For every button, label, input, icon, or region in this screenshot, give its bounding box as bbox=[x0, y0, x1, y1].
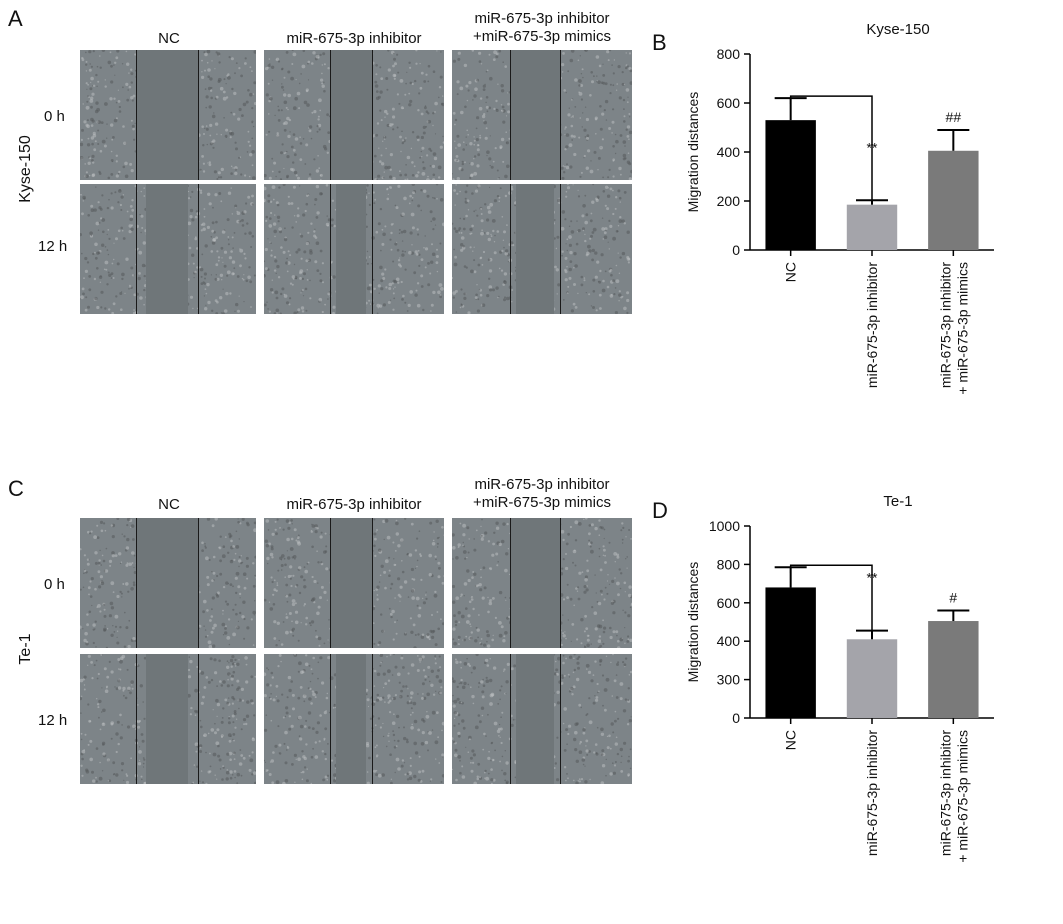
bar-d-0 bbox=[765, 587, 816, 718]
comparison-bracket-b bbox=[789, 95, 873, 201]
micrograph-c-row2-col3 bbox=[452, 654, 632, 784]
y-tick-label-d-1: 300 bbox=[717, 672, 741, 688]
panel-letter-a: A bbox=[8, 6, 23, 31]
bar-chart-kyse-150: Kyse-150 0 200 400 600 800 Migration distances… bbox=[685, 21, 994, 395]
chart-title-b: Kyse-150 bbox=[866, 21, 929, 38]
y-tick-label-d-4: 800 bbox=[717, 556, 741, 572]
bar-b-2 bbox=[928, 150, 979, 250]
col-label-nc-a: NC bbox=[158, 30, 180, 47]
micrograph-a-row1-col2 bbox=[264, 50, 444, 180]
micrograph-c-row1-col2 bbox=[264, 518, 444, 648]
row-label-0h-a: 0 h bbox=[44, 108, 65, 125]
micrograph-c-row2-col1 bbox=[80, 654, 256, 784]
col-label-combo-a: miR-675-3p inhibitor +miR-675-3p mimics bbox=[473, 10, 611, 45]
bar-chart-te-1: Te-1 0 300 400 600 800 1000 Migration distances… bbox=[685, 493, 994, 863]
row-label-12h-a: 12 h bbox=[38, 238, 68, 255]
bar-b-0 bbox=[765, 120, 816, 251]
x-tick-label-d-2: miR-675-3p inhibitor+ miR-675-3p mimics bbox=[937, 730, 970, 863]
chart-title-d: Te-1 bbox=[883, 493, 912, 510]
x-tick-label-b-2: miR-675-3p inhibitor+ miR-675-3p mimics bbox=[937, 262, 970, 395]
col-label-inhibitor-c: miR-675-3p inhibitor bbox=[286, 496, 422, 513]
micrograph-a-row2-col1 bbox=[80, 184, 256, 314]
y-tick-label-d-3: 600 bbox=[717, 595, 741, 611]
col-label-inhibitor-a: miR-675-3p inhibitor bbox=[286, 30, 422, 47]
y-tick-label-d-0: 0 bbox=[732, 710, 740, 726]
cell-line-label-a: Kyse-150 bbox=[17, 135, 34, 203]
x-tick-label-b-0: NC bbox=[783, 262, 799, 282]
x-tick-label-d-0: NC bbox=[783, 730, 799, 750]
bar-b-1 bbox=[846, 204, 898, 250]
x-tick-label-d-1: miR-675-3p inhibitor bbox=[864, 730, 880, 856]
y-tick-label-b-3: 600 bbox=[717, 95, 741, 111]
y-tick-label-b-2: 400 bbox=[717, 144, 741, 160]
y-axis-label-b: Migration distances bbox=[685, 92, 701, 213]
y-tick-label-b-4: 800 bbox=[717, 46, 741, 62]
y-tick-label-d-5: 1000 bbox=[709, 518, 740, 534]
panel-letter-c: C bbox=[8, 476, 24, 501]
y-tick-label-b-1: 200 bbox=[717, 193, 741, 209]
row-label-12h-c: 12 h bbox=[38, 712, 68, 729]
y-tick-label-d-2: 400 bbox=[717, 633, 741, 649]
significance-b-2: ## bbox=[946, 109, 962, 125]
x-tick-label-b-1: miR-675-3p inhibitor bbox=[864, 262, 880, 388]
panel-letter-d: D bbox=[652, 498, 668, 523]
panel-letter-b: B bbox=[652, 30, 667, 55]
micrograph-c-row1-col3 bbox=[452, 518, 632, 648]
micrograph-a-row2-col2 bbox=[264, 184, 444, 314]
comparison-bracket-d bbox=[789, 564, 873, 631]
y-axis-label-d: Migration distances bbox=[685, 562, 701, 683]
col-label-nc-c: NC bbox=[158, 496, 180, 513]
row-label-0h-c: 0 h bbox=[44, 576, 65, 593]
micrograph-a-row1-col1 bbox=[80, 50, 256, 180]
micrograph-c-row1-col1 bbox=[80, 518, 256, 648]
bar-d-2 bbox=[928, 621, 979, 718]
y-tick-label-b-0: 0 bbox=[732, 242, 740, 258]
cell-line-label-c: Te-1 bbox=[17, 633, 34, 665]
significance-d-2: # bbox=[949, 589, 957, 605]
micrograph-a-row1-col3 bbox=[452, 50, 632, 180]
bar-d-1 bbox=[846, 639, 898, 718]
col-label-combo-c: miR-675-3p inhibitor +miR-675-3p mimics bbox=[473, 476, 611, 511]
micrograph-a-row2-col3 bbox=[452, 184, 632, 314]
micrograph-c-row2-col2 bbox=[264, 654, 444, 784]
